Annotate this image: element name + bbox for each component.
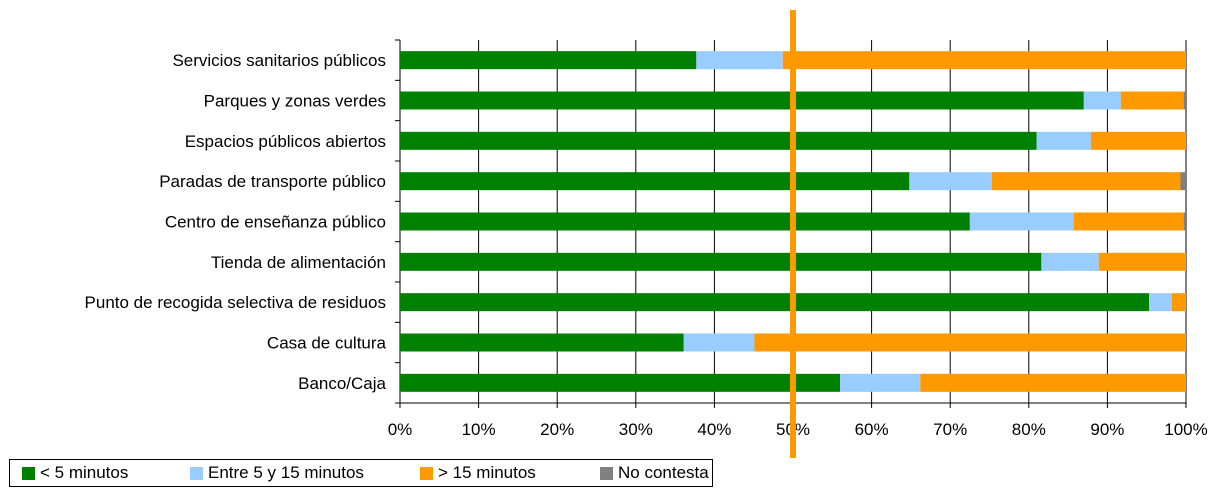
bar-segment [400,91,1084,110]
legend-label: < 5 minutos [40,463,129,482]
category-label: Servicios sanitarios públicos [172,51,386,70]
bar-segment [400,212,970,231]
bar-segment [1183,212,1186,231]
x-tick-label: 20% [540,420,574,439]
bar-segment [1120,91,1184,110]
bar-segment [1180,172,1186,191]
legend-item: < 5 minutos [22,463,190,483]
legend-item: > 15 minutos [420,463,600,483]
category-label: Banco/Caja [298,374,386,393]
category-label: Casa de cultura [267,334,387,353]
legend-item: No contesta [600,463,710,483]
legend-swatch [22,466,35,480]
bar-segment [754,333,1186,352]
bar-segment [1073,212,1184,231]
legend-swatch [420,466,433,480]
category-label: Punto de recogida selectiva de residuos [85,293,386,312]
bar-segment [400,172,910,191]
bar-segment [969,212,1074,231]
x-tick-label: 40% [697,420,731,439]
bar-segment [1041,252,1099,271]
bar-segment [1036,131,1091,150]
bar-segment [1090,131,1186,150]
x-tick-label: 10% [462,420,496,439]
bar-segment [1171,293,1186,312]
x-tick-label: 90% [1090,420,1124,439]
bar-segment [991,172,1181,191]
category-label: Centro de enseñanza público [165,213,386,232]
bar-segment [683,333,755,352]
legend-label: Entre 5 y 15 minutos [208,463,364,482]
legend-label: No contesta [618,463,709,482]
bar-segment [840,373,921,392]
legend-swatch [190,466,203,480]
bar-segment [400,252,1042,271]
bar-segment [1183,91,1186,110]
x-tick-label: 80% [1012,420,1046,439]
x-tick-label: 0% [388,420,413,439]
bar-segment [909,172,992,191]
legend-label: > 15 minutos [438,463,536,482]
x-tick-label: 30% [619,420,653,439]
category-label: Paradas de transporte público [159,172,386,191]
bar-segment [1083,91,1121,110]
bar-segment [400,293,1150,312]
chart-legend: < 5 minutos Entre 5 y 15 minutos > 15 minu… [9,459,713,487]
category-label: Tienda de alimentación [211,253,386,272]
bar-segment [920,373,1186,392]
bar-segment [782,51,1186,70]
bar-segment [400,333,684,352]
bar-segment [1149,293,1172,312]
stacked-bar-chart: 0%10%20%30%40%50%60%70%80%90%100%Servici… [85,10,1208,458]
x-tick-label: 100% [1164,420,1207,439]
bar-segment [400,51,697,70]
legend-swatch [600,466,613,480]
x-tick-label: 70% [933,420,967,439]
category-label: Parques y zonas verdes [204,92,386,111]
bar-segment [696,51,783,70]
x-tick-label: 60% [855,420,889,439]
category-label: Espacios públicos abiertos [185,132,386,151]
bar-segment [400,373,841,392]
bar-segment [400,131,1037,150]
legend-item: Entre 5 y 15 minutos [190,463,420,483]
bar-segment [1098,252,1186,271]
